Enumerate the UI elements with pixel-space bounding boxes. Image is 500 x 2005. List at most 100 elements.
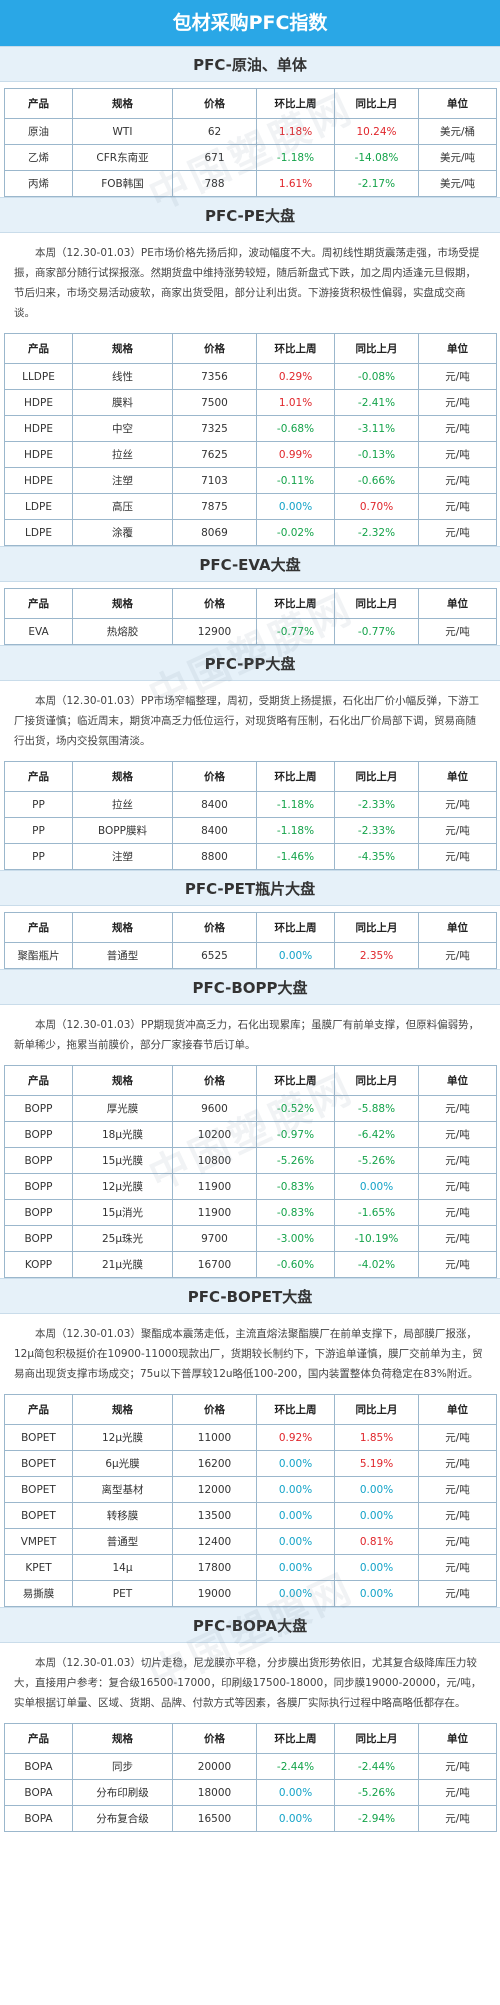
table-cell: 0.99% bbox=[256, 441, 335, 468]
table-cell: 9600 bbox=[172, 1095, 257, 1122]
table-cell: 原油 bbox=[4, 118, 73, 145]
table-row: PP 拉丝 8400 -1.18% -2.33% 元/吨 bbox=[4, 791, 497, 818]
table-cell: 10800 bbox=[172, 1147, 257, 1174]
table-cell: 671 bbox=[172, 144, 257, 171]
section-title: PFC-EVA大盘 bbox=[0, 546, 500, 582]
table-cell: -3.11% bbox=[334, 415, 419, 442]
table-cell: 12400 bbox=[172, 1528, 257, 1555]
table-cell: 线性 bbox=[72, 363, 173, 390]
column-header: 同比上月 bbox=[334, 588, 419, 619]
column-header: 规格 bbox=[72, 1394, 173, 1425]
table-row: BOPET 转移膜 13500 0.00% 0.00% 元/吨 bbox=[4, 1502, 497, 1529]
table-cell: 元/吨 bbox=[418, 942, 497, 969]
table-cell: 膜料 bbox=[72, 389, 173, 416]
column-header: 同比上月 bbox=[334, 761, 419, 792]
column-header: 同比上月 bbox=[334, 1394, 419, 1425]
table-cell: 0.00% bbox=[334, 1502, 419, 1529]
table-cell: WTI bbox=[72, 118, 173, 145]
section-description: 本周（12.30-01.03）PE市场价格先扬后抑，波动幅度不大。周初线性期货震… bbox=[14, 247, 480, 319]
table-row: PP BOPP膜料 8400 -1.18% -2.33% 元/吨 bbox=[4, 817, 497, 844]
table-cell: 7625 bbox=[172, 441, 257, 468]
table-cell: 元/吨 bbox=[418, 1173, 497, 1200]
column-header: 产品 bbox=[4, 588, 73, 619]
table-row: BOPP 25μ珠光 9700 -3.00% -10.19% 元/吨 bbox=[4, 1225, 497, 1252]
table-cell: 0.00% bbox=[256, 1554, 335, 1581]
column-header: 价格 bbox=[172, 1723, 257, 1754]
table-cell: 元/吨 bbox=[418, 1753, 497, 1780]
table-cell: 元/吨 bbox=[418, 1095, 497, 1122]
table-cell: -2.44% bbox=[256, 1753, 335, 1780]
table-cell: 16200 bbox=[172, 1450, 257, 1477]
table-cell: BOPP bbox=[4, 1173, 73, 1200]
section-title: PFC-PP大盘 bbox=[0, 645, 500, 681]
content: PFC-原油、单体 产品 规格 价格 环比上周 同比上月 单位 原油 WTI 62 1.18% 10.… bbox=[0, 46, 500, 1832]
column-header: 产品 bbox=[4, 333, 73, 364]
section-title: PFC-PE大盘 bbox=[0, 197, 500, 233]
table-cell: 15μ光膜 bbox=[72, 1147, 173, 1174]
table-cell: 0.00% bbox=[256, 1450, 335, 1477]
table-row: KPET 14μ 17800 0.00% 0.00% 元/吨 bbox=[4, 1554, 497, 1581]
section: PFC-BOPA大盘 本周（12.30-01.03）切片走稳，尼龙膜亦平稳，分步膜… bbox=[0, 1607, 500, 1832]
column-header: 单位 bbox=[418, 1394, 497, 1425]
table-cell: 美元/吨 bbox=[418, 170, 497, 197]
table-cell: PP bbox=[4, 843, 73, 870]
column-header: 规格 bbox=[72, 1065, 173, 1096]
table-cell: 涂覆 bbox=[72, 519, 173, 546]
table-cell: -0.02% bbox=[256, 519, 335, 546]
table-cell: 元/吨 bbox=[418, 1502, 497, 1529]
table-cell: PET bbox=[72, 1580, 173, 1607]
column-header: 环比上周 bbox=[256, 588, 335, 619]
column-header: 产品 bbox=[4, 912, 73, 943]
table-cell: 聚酯瓶片 bbox=[4, 942, 73, 969]
price-table: 产品 规格 价格 环比上周 同比上月 单位 LLDPE 线性 7356 0.29% -0.08% 元/… bbox=[4, 333, 497, 546]
table-row: LDPE 高压 7875 0.00% 0.70% 元/吨 bbox=[4, 493, 497, 520]
table-cell: -0.77% bbox=[334, 618, 419, 645]
table-cell: 1.18% bbox=[256, 118, 335, 145]
table-cell: 12900 bbox=[172, 618, 257, 645]
table-cell: 11900 bbox=[172, 1173, 257, 1200]
table-row: BOPP 18μ光膜 10200 -0.97% -6.42% 元/吨 bbox=[4, 1121, 497, 1148]
table-cell: -4.02% bbox=[334, 1251, 419, 1278]
table-cell: 0.00% bbox=[334, 1580, 419, 1607]
table-cell: 美元/桶 bbox=[418, 118, 497, 145]
table-cell: 元/吨 bbox=[418, 1424, 497, 1451]
table-cell: -5.26% bbox=[334, 1779, 419, 1806]
table-cell: 普通型 bbox=[72, 942, 173, 969]
table-cell: 5.19% bbox=[334, 1450, 419, 1477]
section-description: 本周（12.30-01.03）聚酯成本震荡走低，主流直熔法聚酯膜厂在前单支撑下，… bbox=[14, 1328, 483, 1380]
table-row: BOPP 15μ光膜 10800 -5.26% -5.26% 元/吨 bbox=[4, 1147, 497, 1174]
column-header: 单位 bbox=[418, 88, 497, 119]
table-cell: 0.00% bbox=[256, 493, 335, 520]
table-row: HDPE 拉丝 7625 0.99% -0.13% 元/吨 bbox=[4, 441, 497, 468]
table-header-row: 产品 规格 价格 环比上周 同比上月 单位 bbox=[4, 333, 497, 364]
table-cell: 元/吨 bbox=[418, 1554, 497, 1581]
column-header: 环比上周 bbox=[256, 1065, 335, 1096]
section-title: PFC-BOPP大盘 bbox=[0, 969, 500, 1005]
table-row: BOPET 6μ光膜 16200 0.00% 5.19% 元/吨 bbox=[4, 1450, 497, 1477]
column-header: 价格 bbox=[172, 88, 257, 119]
section-description: 本周（12.30-01.03）切片走稳，尼龙膜亦平稳，分步膜出货形势依旧，尤其复… bbox=[14, 1657, 482, 1709]
section: PFC-EVA大盘 产品 规格 价格 环比上周 同比上月 单位 EVA 热熔胶 12900 -0.7… bbox=[0, 546, 500, 645]
table-cell: -0.08% bbox=[334, 363, 419, 390]
column-header: 单位 bbox=[418, 333, 497, 364]
table-cell: 拉丝 bbox=[72, 441, 173, 468]
column-header: 同比上月 bbox=[334, 1723, 419, 1754]
table-cell: 0.00% bbox=[256, 1528, 335, 1555]
table-row: 易撕膜 PET 19000 0.00% 0.00% 元/吨 bbox=[4, 1580, 497, 1607]
table-cell: 0.00% bbox=[334, 1476, 419, 1503]
column-header: 规格 bbox=[72, 761, 173, 792]
table-cell: 18000 bbox=[172, 1779, 257, 1806]
table-cell: 7500 bbox=[172, 389, 257, 416]
table-cell: 18μ光膜 bbox=[72, 1121, 173, 1148]
table-cell: LDPE bbox=[4, 493, 73, 520]
table-cell: -2.32% bbox=[334, 519, 419, 546]
table-cell: 13500 bbox=[172, 1502, 257, 1529]
table-cell: 8400 bbox=[172, 817, 257, 844]
table-cell: -0.66% bbox=[334, 467, 419, 494]
table-cell: 离型基材 bbox=[72, 1476, 173, 1503]
table-cell: -2.41% bbox=[334, 389, 419, 416]
table-cell: LLDPE bbox=[4, 363, 73, 390]
column-header: 环比上周 bbox=[256, 333, 335, 364]
table-cell: 元/吨 bbox=[418, 618, 497, 645]
table-cell: 元/吨 bbox=[418, 441, 497, 468]
